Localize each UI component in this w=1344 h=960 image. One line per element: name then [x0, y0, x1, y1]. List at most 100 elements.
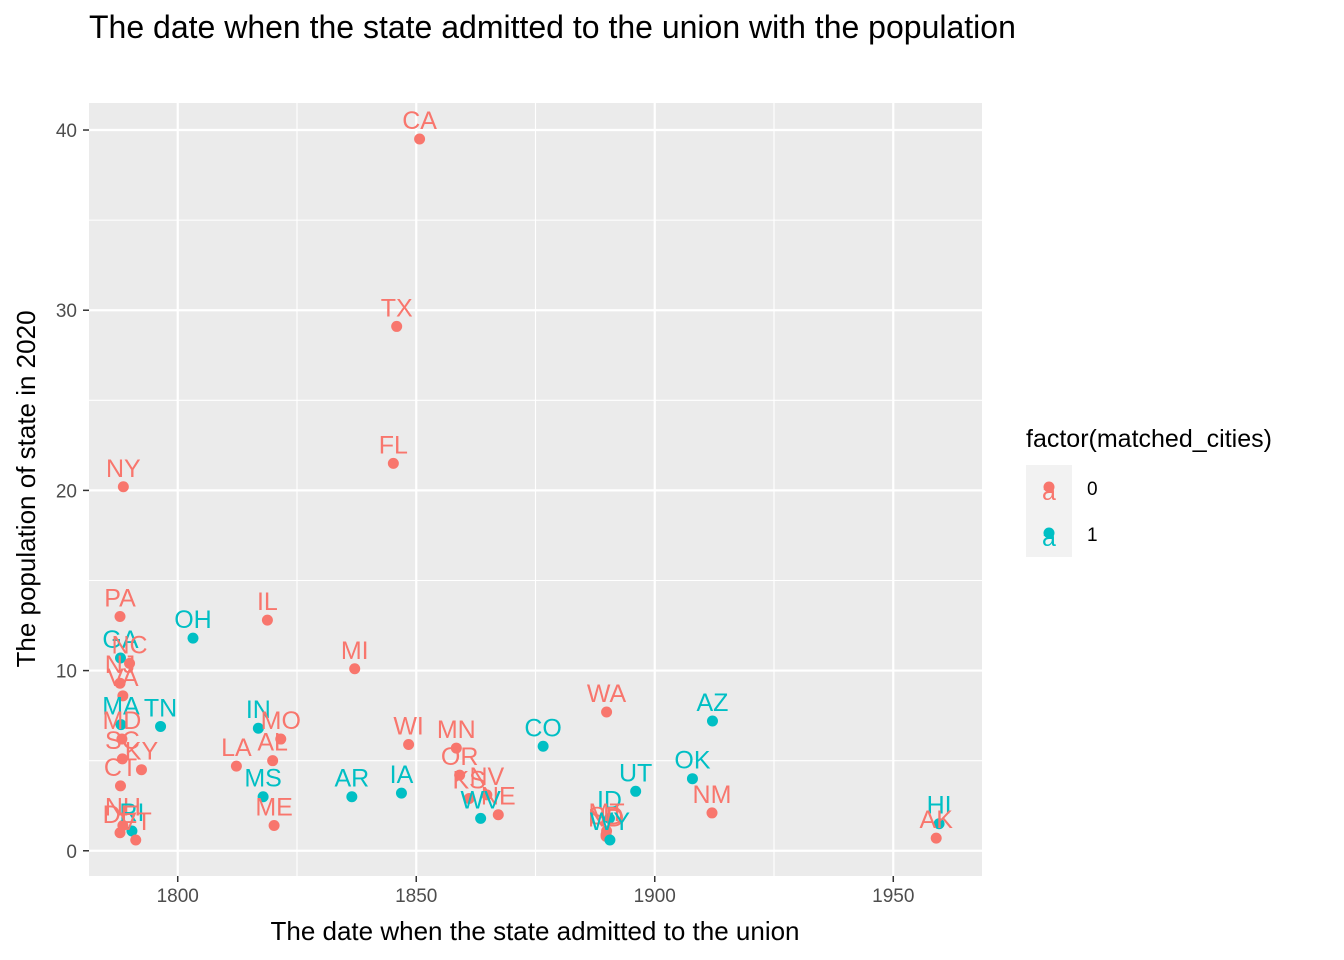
chart-title: The date when the state admitted to the …	[89, 9, 1016, 45]
data-points	[114, 133, 945, 846]
point-label: GA	[102, 626, 138, 654]
data-point	[115, 719, 127, 731]
point-label: MT	[589, 799, 625, 827]
data-point	[403, 738, 415, 750]
y-tick-label: 0	[66, 842, 77, 863]
data-point	[391, 320, 403, 332]
y-tick-label: 40	[56, 121, 77, 142]
point-label: LA	[221, 734, 252, 762]
point-label: PA	[104, 585, 136, 613]
point-label: NM	[693, 781, 732, 809]
data-point	[454, 769, 466, 781]
data-point	[933, 818, 945, 830]
x-axis-title: The date when the state admitted to the …	[270, 916, 799, 946]
data-point	[261, 614, 273, 626]
data-point	[706, 715, 718, 727]
data-point	[601, 706, 613, 718]
legend-title: factor(matched_cities)	[1026, 425, 1272, 453]
data-point	[395, 787, 407, 799]
data-point	[349, 663, 361, 675]
point-label: OH	[174, 606, 212, 634]
legend-label: 1	[1087, 525, 1098, 546]
point-label: OR	[441, 743, 479, 771]
data-point	[387, 457, 399, 469]
point-label: NC	[111, 631, 147, 659]
point-label: ME	[255, 794, 293, 822]
legend-key-text-glyph: a	[1042, 524, 1056, 552]
legend-key-point	[1043, 527, 1055, 539]
y-axis: 0 10 20 30 40	[56, 121, 89, 863]
point-label: NH	[105, 794, 141, 822]
data-point	[252, 722, 264, 734]
data-point	[135, 764, 147, 776]
point-label: WY	[590, 808, 631, 836]
data-point	[450, 742, 462, 754]
legend-keys: a 0 a 1	[1026, 465, 1098, 557]
data-point	[117, 481, 129, 493]
data-point	[630, 785, 642, 797]
data-point	[116, 733, 128, 745]
point-label: NJ	[105, 651, 136, 679]
point-label: VA	[107, 664, 139, 692]
data-point	[124, 657, 136, 669]
point-label: NY	[106, 455, 141, 483]
data-point	[114, 677, 126, 689]
y-tick-label: 30	[56, 301, 77, 322]
point-label: UT	[619, 759, 652, 787]
point-label: RI	[119, 799, 144, 827]
point-label: IN	[246, 696, 271, 724]
point-label: ID	[597, 786, 622, 814]
data-point	[475, 812, 487, 824]
point-label: KS	[453, 767, 486, 795]
point-label: CA	[402, 107, 437, 135]
data-point	[492, 809, 504, 821]
point-label: MS	[244, 765, 282, 793]
point-label: MN	[437, 716, 476, 744]
point-label: AK	[920, 806, 954, 834]
point-label: IA	[390, 761, 414, 789]
data-point	[155, 720, 167, 732]
data-point	[268, 820, 280, 832]
data-point	[257, 791, 269, 803]
point-label: TX	[381, 294, 413, 322]
data-point	[114, 780, 126, 792]
point-label: HI	[927, 792, 952, 820]
data-point	[116, 753, 128, 765]
point-label: KY	[125, 738, 159, 766]
point-label: TN	[144, 694, 177, 722]
x-tick-label: 1900	[634, 886, 676, 907]
data-point	[604, 834, 616, 846]
legend: factor(matched_cities) a 0 a 1	[1026, 425, 1272, 557]
point-label: AZ	[697, 689, 729, 717]
point-label: WA	[587, 680, 627, 708]
point-label: MI	[341, 637, 369, 665]
x-axis: 1800 1850 1900 1950	[157, 876, 914, 907]
point-label: SD	[589, 803, 624, 831]
data-point	[481, 789, 493, 801]
data-point	[346, 791, 358, 803]
point-label: AR	[334, 765, 369, 793]
data-point	[267, 755, 279, 767]
y-tick-label: 20	[56, 481, 77, 502]
point-label: VT	[120, 808, 152, 836]
x-tick-label: 1850	[395, 886, 437, 907]
data-point	[603, 812, 615, 824]
point-label: CO	[524, 714, 562, 742]
point-label: AL	[257, 729, 288, 757]
data-point	[686, 773, 698, 785]
data-point	[414, 133, 426, 145]
data-point	[930, 832, 942, 844]
point-label: IL	[257, 588, 278, 616]
point-label: FL	[379, 431, 408, 459]
point-label: DE	[103, 801, 138, 829]
y-axis-title: The population of state in 2020	[11, 310, 41, 667]
point-label: CT	[104, 754, 137, 782]
data-point	[230, 760, 242, 772]
point-label: NE	[481, 783, 516, 811]
x-tick-label: 1800	[157, 886, 199, 907]
point-label: MA	[102, 693, 140, 721]
point-label: SC	[105, 727, 140, 755]
data-point	[537, 740, 549, 752]
